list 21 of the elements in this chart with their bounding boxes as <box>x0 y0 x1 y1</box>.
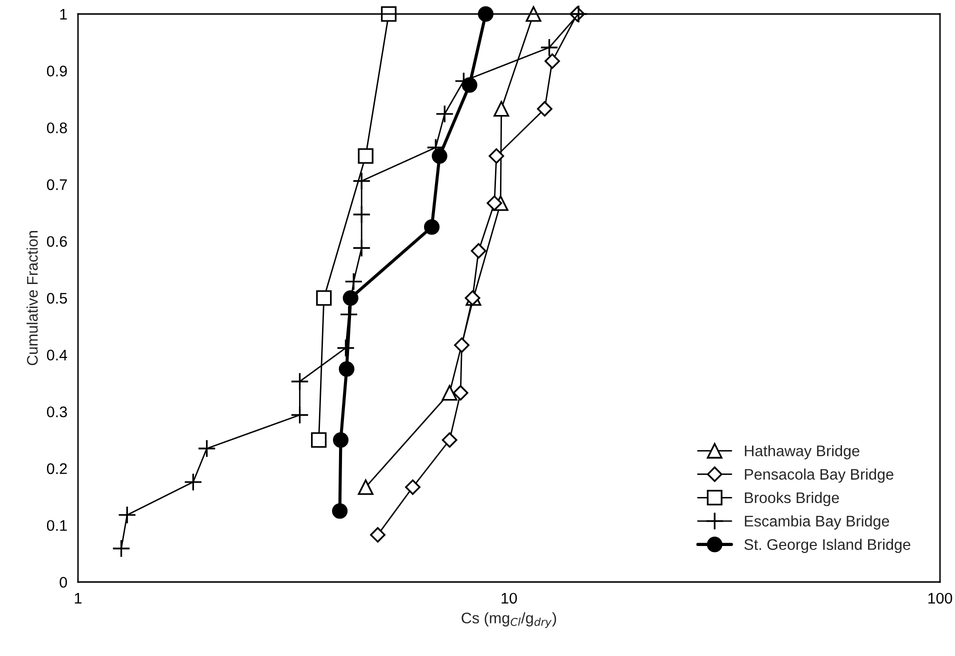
y-tick-label: 0 <box>60 576 67 588</box>
y-tick-label: 0.5 <box>46 292 67 304</box>
legend-label: St. George Island Bridge <box>744 538 910 553</box>
y-tick-label: 0.9 <box>46 66 67 76</box>
x-tick-label: 10 <box>502 592 517 604</box>
y-tick-label: 0.2 <box>46 463 67 474</box>
legend-label: Hathaway Bridge <box>744 445 860 460</box>
y-tick-label: 1 <box>60 9 67 20</box>
legend-label: Brooks Bridge <box>744 492 839 506</box>
y-tick-label: 0.1 <box>46 520 67 531</box>
x-tick-label: 100 <box>928 592 952 604</box>
y-tick-label: 0.6 <box>46 236 67 247</box>
y-tick-label: 0.8 <box>46 122 67 134</box>
legend-label: Escambia Bay Bridge <box>744 515 890 530</box>
y-tick-label: 0.4 <box>46 350 68 360</box>
y-tick-label: 0.3 <box>46 406 67 418</box>
legend-label: Pensacola Bay Bridge <box>744 468 894 483</box>
y-tick-label: 0.7 <box>46 179 67 190</box>
y-axis-title: Cumulative Fraction <box>26 231 38 366</box>
x-tick-label: 1 <box>74 592 82 604</box>
x-axis-title: Cs (mg$_{Cl}$/g$_{dry}$) <box>462 612 556 628</box>
